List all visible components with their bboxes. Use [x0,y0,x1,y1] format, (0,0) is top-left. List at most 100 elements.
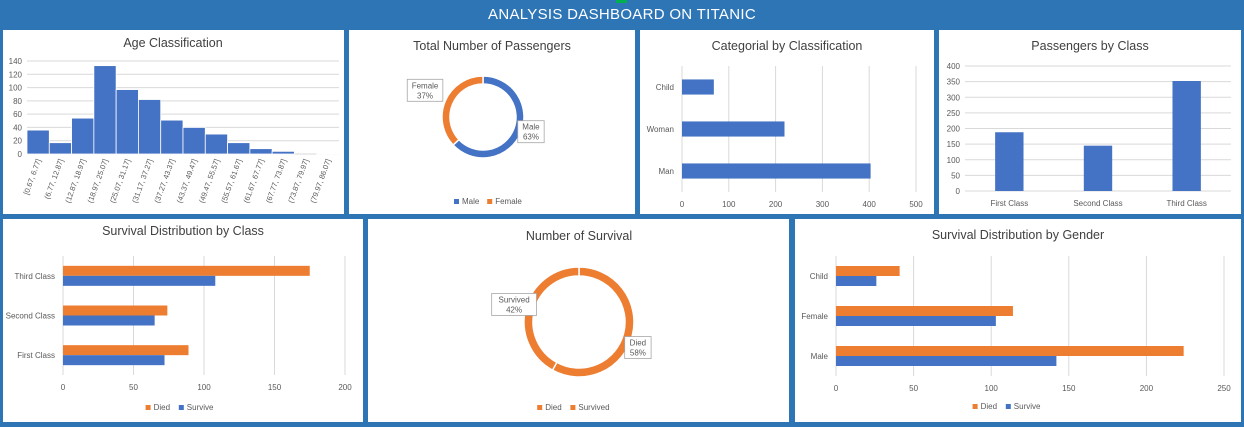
bar-died [836,346,1184,356]
bar [682,121,785,137]
x-tick-label: 0 [680,200,685,209]
x-tick-label: (61.67, 67.77] [242,158,266,205]
data-label-box [624,336,652,359]
x-tick-label: 50 [909,384,918,393]
bar [995,132,1024,191]
bar [48,142,72,155]
legend-swatch [537,405,543,410]
bar [1172,81,1201,191]
x-tick-label: (79.97, 86.07] [308,158,332,205]
bar [71,117,95,155]
x-tick-label: First Class [990,199,1028,208]
bar-died [63,265,310,276]
bar [204,133,228,155]
legend-label: Died [981,402,997,411]
legend-swatch [1005,404,1011,409]
y-tick-label: Woman [647,125,674,134]
bar-died [836,306,1013,316]
y-tick-label: 300 [947,93,961,102]
data-label-name: Female [412,81,439,90]
legend-label: Female [495,197,522,206]
x-tick-label: 200 [1140,384,1154,393]
y-tick-label: 200 [947,125,961,134]
x-tick-label: (43.37, 49.47] [175,158,199,205]
y-tick-label: Child [810,272,828,281]
legend-label: Survived [578,403,609,412]
chart-title: Categorial by Classification [712,39,863,53]
legend-swatch [454,199,459,204]
x-tick-label: (25.07, 31.17] [108,158,132,205]
y-tick-label: 50 [951,171,960,180]
dashboard-title: ANALYSIS DASHBOARD ON TITANIC [488,5,756,23]
bar [160,119,184,155]
bar [1083,145,1113,191]
chart-title: Age Classification [123,36,222,50]
data-label-box [517,120,545,144]
legend-swatch [972,404,978,409]
y-tick-label: Child [656,83,674,92]
y-tick-label: 60 [13,110,22,119]
x-tick-label: (73.87, 79.97] [286,158,310,205]
y-tick-label: 400 [947,62,961,71]
x-tick-label: 0 [61,383,66,392]
x-tick-label: 100 [197,383,211,392]
header-tab-marker [616,0,627,3]
bar [227,142,251,155]
donut-slice-survived [523,266,580,372]
x-tick-label: 150 [1062,384,1076,393]
y-tick-label: Second Class [6,312,55,321]
legend-swatch [570,405,576,410]
bar-died [63,305,168,316]
chart-title: Survival Distribution by Class [102,224,264,238]
total-passengers-panel: Total Number of Passengers Male 63% Female 3… [349,30,635,214]
x-tick-label: 400 [863,200,877,209]
chart-title: Survival Distribution by Gender [932,228,1104,242]
data-label-box [406,78,444,102]
legend-swatch [487,199,493,204]
x-tick-label: 50 [129,383,138,392]
y-tick-label: Man [658,167,674,176]
data-label-value: 42% [506,305,522,314]
bar [138,99,162,155]
x-tick-label: (12.87, 18.97] [63,158,87,205]
y-tick-label: 40 [13,123,22,132]
x-tick-label: 100 [985,384,999,393]
x-tick-label: (31.17, 37.27] [130,158,154,205]
donut-slice-died [551,266,635,378]
y-tick-label: Male [811,352,829,361]
bar-survive [63,355,165,366]
x-tick-label: 150 [268,383,282,392]
x-tick-label: 0 [834,384,839,393]
survival-by-gender-chart: Survival Distribution by Gender 0 50 100 150… [801,228,1231,411]
y-tick-label: 120 [9,70,23,79]
bar-survive [63,275,216,286]
y-tick-label: 20 [13,137,22,146]
x-tick-label: Third Class [1166,199,1206,208]
survival-by-class-chart: Survival Distribution by Class 0 50 100 150 2… [6,224,353,412]
data-label-value: 63% [523,133,539,142]
bar [271,150,295,155]
y-tick-label: 140 [9,57,23,66]
bar [682,79,714,95]
number-of-survival-chart: Number of SurvivalDied58%Survived42%Died… [491,229,652,412]
data-label-name: Died [630,339,646,348]
age-classification-panel: Age Classification 0 20 40 60 80 100 120 140 [0.6… [3,30,344,214]
bar [682,163,871,179]
legend-label: Male [462,197,480,206]
data-label-name: Survived [499,295,530,304]
data-label-box [491,293,537,316]
legend-swatch [178,405,184,410]
x-tick-label: 100 [722,200,736,209]
y-tick-label: 0 [18,150,23,159]
y-tick-label: 250 [947,109,961,118]
donut-slice-female [441,75,484,147]
x-tick-label: Second Class [1073,199,1122,208]
categorial-classification-panel: Categorial by Classification 0 100 200 300 40… [640,30,934,214]
bar-died [63,345,189,356]
chart-title: Total Number of Passengers [413,39,571,53]
x-tick-label: 200 [338,383,352,392]
survival-by-class-panel: Survival Distribution by Class 0 50 100 150 2… [3,219,363,422]
bar [93,65,117,155]
y-tick-label: Female [801,312,828,321]
y-tick-label: 150 [947,140,961,149]
